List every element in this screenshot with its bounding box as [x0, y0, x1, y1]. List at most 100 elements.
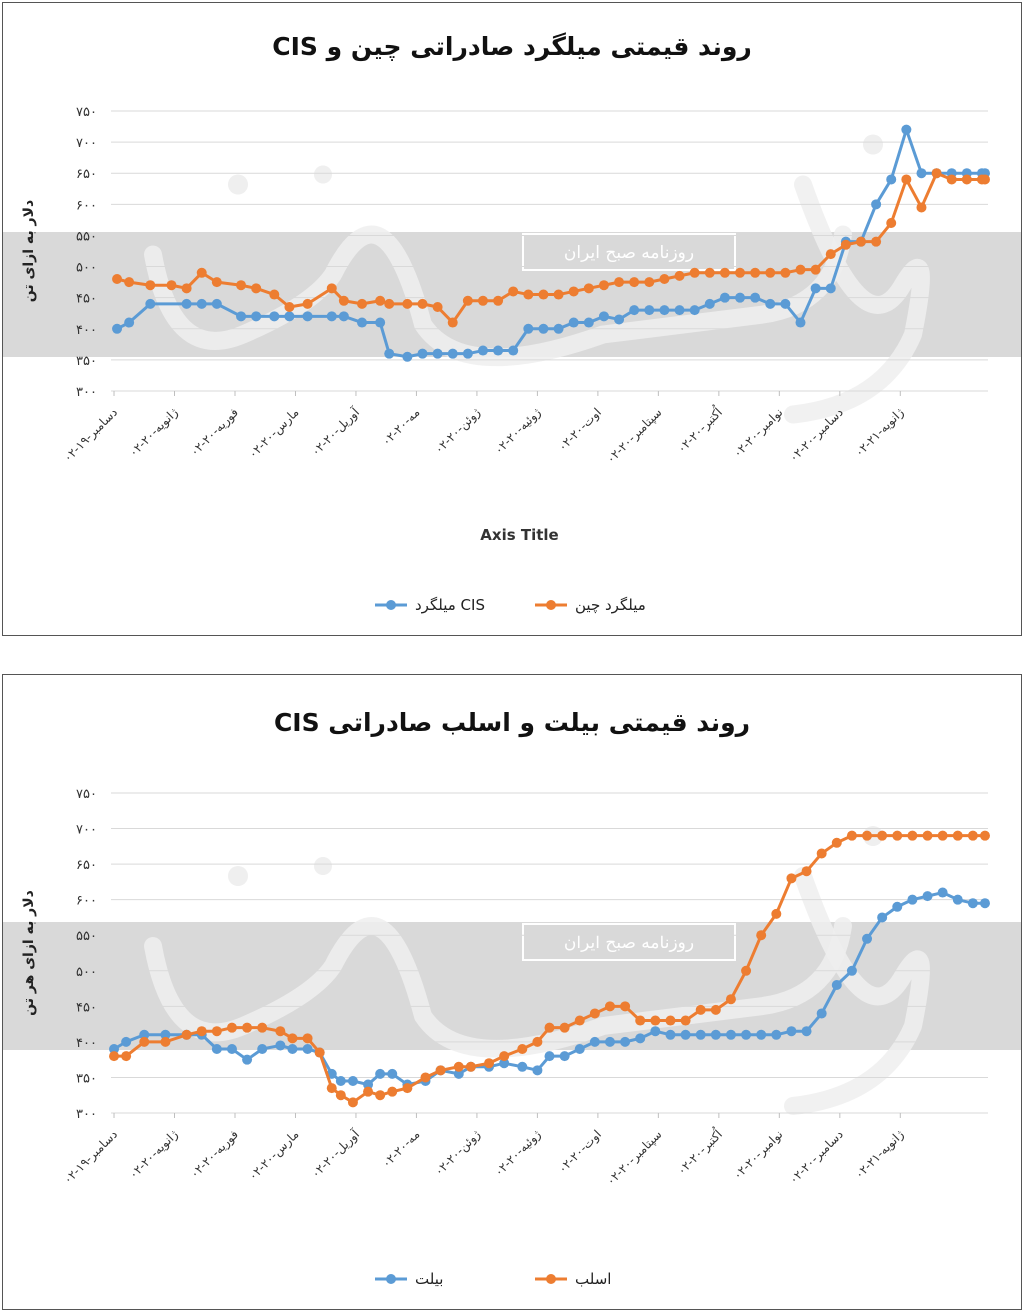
data-point [650, 1026, 661, 1037]
data-point [604, 1001, 615, 1012]
data-point [979, 898, 990, 909]
data-point [855, 236, 866, 247]
data-point [635, 1015, 646, 1026]
x-tick-label: ۰۲-دسامبر-۱۹ [61, 1127, 121, 1187]
data-point [583, 317, 594, 328]
x-tick-label: ۰۲-ژانویه-۲۱ [852, 1127, 907, 1182]
data-point [284, 311, 295, 322]
data-point [620, 1036, 631, 1047]
data-point [704, 267, 715, 278]
data-point [574, 1044, 585, 1054]
data-point [583, 283, 594, 294]
watermark-box [522, 923, 736, 961]
data-point [338, 311, 349, 322]
data-point [121, 1051, 132, 1062]
x-tick-label: ۰۲-دسامبر-۱۹ [61, 405, 121, 465]
x-tick-label: ۰۲-ژوئیه-۲۰ [492, 1127, 545, 1180]
data-point [139, 1036, 150, 1047]
data-point [937, 887, 948, 898]
data-point [211, 277, 222, 288]
data-point [347, 1076, 358, 1086]
watermark-logo [144, 134, 930, 424]
y-tick-label: ۶۰۰ [76, 198, 97, 213]
y-tick-label: ۵۵۰ [76, 929, 97, 944]
data-point [302, 1044, 313, 1054]
data-point [877, 830, 888, 841]
x-tick-label: ۰۲-آوریل-۲۰ [308, 404, 363, 459]
data-point [967, 830, 978, 841]
data-point [275, 1040, 286, 1051]
data-point [695, 1029, 706, 1040]
y-tick-label: ۴۰۰ [76, 323, 97, 338]
data-point [538, 323, 549, 334]
x-tick-label: ۰۲-مه-۲۰ [379, 405, 422, 448]
data-point [314, 1047, 325, 1058]
data-point [532, 1036, 543, 1047]
data-point [795, 264, 806, 275]
data-point [402, 351, 413, 362]
chart-title: روند قیمتی میلگرد صادراتی چین و CIS [272, 32, 752, 62]
data-point [659, 305, 670, 316]
x-tick-label: ۰۲-اوت-۲۰ [555, 405, 604, 454]
data-point [181, 283, 192, 294]
data-point [689, 267, 700, 278]
data-point [786, 873, 797, 884]
y-tick-label: ۷۰۰ [76, 823, 97, 838]
data-point [242, 1022, 253, 1033]
y-tick-label: ۴۵۰ [76, 1000, 97, 1015]
data-point [477, 345, 488, 356]
legend-swatch-marker [386, 600, 396, 610]
data-point [635, 1033, 646, 1044]
data-point [568, 286, 579, 297]
data-point [831, 837, 842, 848]
y-tick-label: ۵۵۰ [76, 229, 97, 244]
data-point [447, 348, 458, 359]
data-point [181, 1029, 192, 1040]
data-point [375, 1068, 386, 1079]
data-point [892, 901, 903, 912]
data-point [226, 1044, 237, 1054]
watermark-stroke [784, 175, 930, 424]
data-point [665, 1015, 676, 1026]
y-tick-label: ۶۵۰ [76, 858, 97, 873]
data-point [211, 1026, 222, 1037]
data-point [402, 298, 413, 309]
x-tick-label: ۰۲-نوامبر-۲۰ [730, 1127, 786, 1183]
data-point [196, 298, 207, 309]
data-point [840, 239, 851, 250]
data-point [124, 317, 135, 328]
data-point [242, 1054, 253, 1065]
data-point [710, 1004, 721, 1015]
data-point [922, 891, 933, 902]
data-point [931, 168, 942, 179]
data-point [109, 1051, 120, 1062]
data-point [598, 280, 609, 291]
y-tick-label: ۴۰۰ [76, 1036, 97, 1051]
y-tick-label: ۶۰۰ [76, 894, 97, 909]
data-point [269, 311, 280, 322]
data-point [901, 124, 912, 135]
y-tick-label: ۳۰۰ [76, 1107, 97, 1122]
watermark-dot [314, 165, 332, 184]
billet-slab-price-chart: روند قیمتی بیلت و اسلب صادراتی CIS روزنام… [3, 708, 1021, 1288]
data-point [886, 218, 897, 228]
data-point [916, 168, 927, 179]
data-point [689, 305, 700, 316]
data-point [287, 1044, 298, 1054]
data-point [553, 323, 564, 334]
data-point [810, 283, 821, 294]
y-axis-title: دلار به ازای هر تن [21, 890, 37, 1016]
data-point [532, 1065, 543, 1076]
data-point [302, 311, 313, 322]
x-tick-label: ۰۲-آوریل-۲۰ [308, 1126, 363, 1181]
data-point [435, 1065, 446, 1076]
watermark-box [522, 233, 736, 271]
data-point [544, 1022, 555, 1033]
data-point [629, 277, 640, 288]
legend-label: بیلت [415, 1270, 443, 1288]
data-point [523, 323, 534, 334]
data-point [786, 1026, 797, 1037]
x-tick-label: ۰۲-ژوئن-۲۰ [432, 405, 484, 457]
data-point [275, 1026, 286, 1037]
data-point [375, 1090, 386, 1101]
